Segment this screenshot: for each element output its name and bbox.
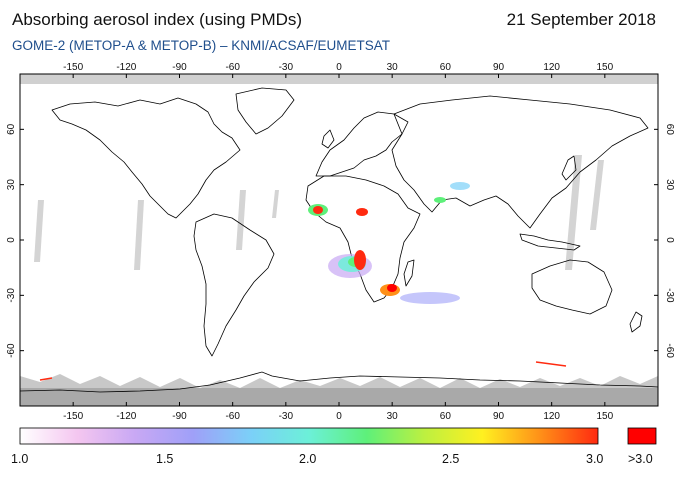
madagascar-outline — [403, 259, 415, 287]
lon-tick-label-bottom: -150 — [63, 411, 83, 422]
lon-tick-label-bottom: 60 — [440, 411, 452, 422]
indonesia-outline — [519, 233, 581, 251]
lon-tick-label-bottom: -90 — [172, 411, 187, 422]
map-background — [20, 74, 658, 406]
lon-tick-label-top: 120 — [543, 62, 560, 73]
lon-tick-label-top: 30 — [387, 62, 399, 73]
lat-tick-label-right: -60 — [664, 343, 675, 358]
australia-outline — [531, 259, 613, 315]
uk-outline — [321, 129, 335, 149]
new-zealand-outline — [629, 311, 643, 333]
colorbar-label-5: 3.0 — [586, 452, 604, 466]
orbit-gap — [134, 200, 144, 270]
greenland-outline — [235, 87, 295, 135]
lat-tick-label-left: -30 — [6, 288, 17, 303]
lat-tick-label-left: 30 — [6, 179, 17, 191]
colorbar-label-2: 1.5 — [156, 452, 174, 466]
africa-outline — [305, 175, 421, 303]
arctic-no-data — [20, 74, 658, 84]
streak-antarctic-west — [39, 377, 53, 381]
orbit-gap — [236, 190, 246, 250]
plume-west-africa-core — [313, 206, 323, 214]
orbit-gap — [590, 160, 604, 230]
plume-indian-ocean — [400, 292, 460, 304]
asia-outline — [391, 95, 649, 229]
map-ticks: -150 -150 -120 -120 -90 -90 -60 -60 -30 -30 0 0 30 30… — [6, 62, 675, 422]
aerosol-plumes — [39, 182, 567, 381]
lon-tick-label-bottom: 30 — [387, 411, 399, 422]
lat-tick-label-right: 60 — [664, 124, 675, 136]
lon-tick-label-top: -150 — [63, 62, 83, 73]
lon-tick-label-top: -90 — [172, 62, 187, 73]
plume-arabia — [450, 182, 470, 190]
plume-southern-africa — [354, 250, 366, 270]
orbit-gap — [565, 155, 582, 270]
antarctica-outline — [20, 371, 658, 393]
lon-tick-label-top: 150 — [596, 62, 613, 73]
lon-tick-label-bottom: 0 — [336, 411, 342, 422]
colorbar-label-1: 1.0 — [11, 452, 29, 466]
orbit-gap — [272, 190, 279, 218]
lon-tick-label-top: 60 — [440, 62, 452, 73]
plume-central-africa — [356, 208, 368, 216]
orbit-gaps — [34, 155, 604, 270]
lon-tick-label-bottom: -30 — [279, 411, 294, 422]
lat-tick-label-right: 0 — [664, 237, 675, 243]
lat-tick-label-left: 0 — [6, 237, 17, 243]
lon-tick-label-top: 90 — [493, 62, 505, 73]
japan-outline — [561, 155, 577, 181]
lon-tick-label-top: -120 — [116, 62, 136, 73]
lon-tick-label-top: -60 — [225, 62, 240, 73]
lat-tick-label-left: 60 — [6, 123, 17, 135]
south-america-outline — [193, 213, 275, 357]
europe-outline — [315, 111, 409, 177]
map-subtitle: GOME-2 (METOP-A & METOP-B) – KNMI/ACSAF/… — [12, 38, 391, 53]
lon-tick-label-bottom: -60 — [225, 411, 240, 422]
colorbar-label-4: 2.5 — [442, 452, 460, 466]
lon-tick-label-bottom: 150 — [596, 411, 613, 422]
colorbar — [19, 427, 599, 445]
map-date: 21 September 2018 — [506, 10, 656, 29]
lon-tick-label-top: -30 — [279, 62, 294, 73]
plume-arabia-core — [434, 197, 446, 203]
lat-tick-label-right: 30 — [664, 179, 675, 191]
lon-tick-label-top: 0 — [336, 62, 342, 73]
antarctica-landmass — [20, 388, 658, 406]
colorbar-overflow — [627, 427, 657, 445]
colorbar-overflow-label: >3.0 — [628, 452, 653, 466]
colorbar-label-3: 2.0 — [299, 452, 317, 466]
map-title: Absorbing aerosol index (using PMDs) — [12, 10, 303, 29]
orbit-gap — [34, 200, 44, 262]
lat-tick-label-left: -60 — [6, 343, 17, 358]
streak-antarctic — [535, 361, 567, 367]
lon-tick-label-bottom: 90 — [493, 411, 505, 422]
lat-tick-label-right: -30 — [664, 288, 675, 303]
lon-tick-label-bottom: -120 — [116, 411, 136, 422]
lon-tick-label-bottom: 120 — [543, 411, 560, 422]
coastlines — [51, 87, 649, 357]
plume-southern-africa-core — [387, 284, 397, 292]
north-america-outline — [51, 97, 241, 219]
